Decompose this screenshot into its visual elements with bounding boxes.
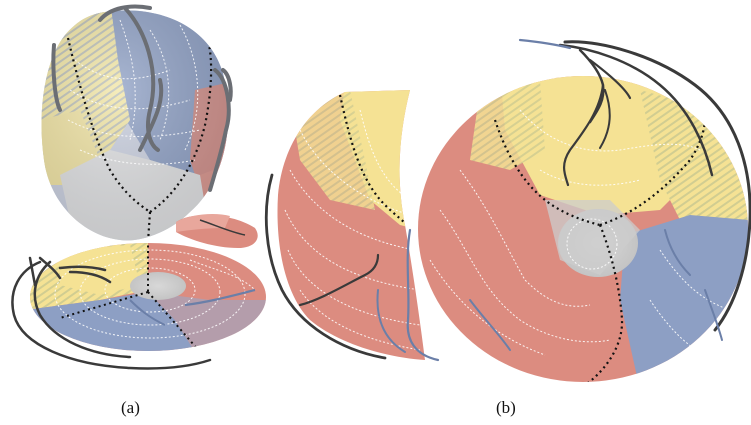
panel-b	[264, 38, 751, 382]
bullseye-disk-b	[418, 38, 751, 382]
heart-3d-model	[41, 10, 229, 241]
panel-b-caption: (b)	[496, 398, 516, 417]
half-disk-b	[264, 90, 440, 362]
panel-a-caption: (a)	[121, 398, 140, 417]
vessels-heart	[51, 4, 233, 192]
panel-a	[11, 4, 266, 370]
bullseye-disk-a	[11, 243, 266, 370]
thin-slab	[176, 214, 258, 248]
